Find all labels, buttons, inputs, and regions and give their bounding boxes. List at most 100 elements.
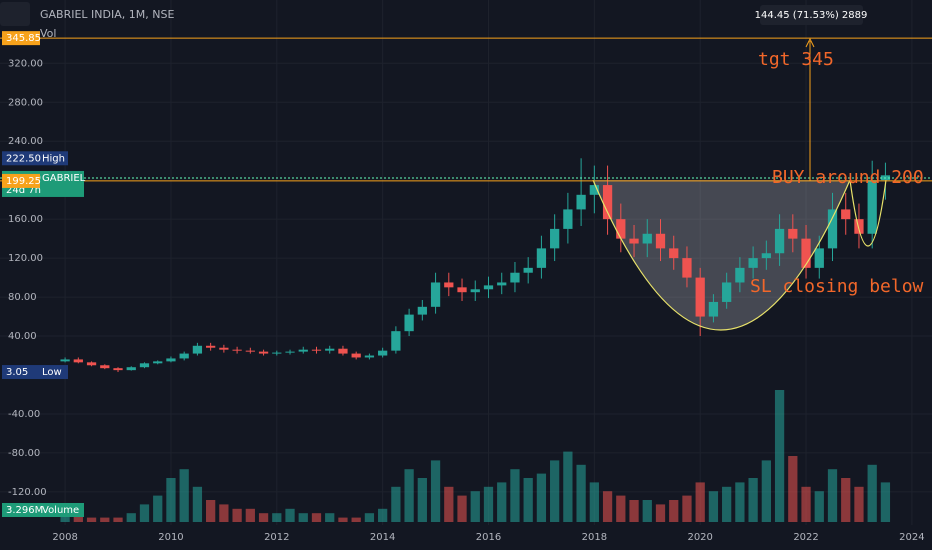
y-tick-label: -120.00 [8,487,47,498]
candle-body [629,238,639,244]
volume-bar [232,508,242,522]
candle-body [206,345,216,348]
volume-bar [841,478,851,522]
candle-body [827,209,838,249]
candle-body [192,345,203,354]
candle-body [497,282,507,286]
candle-body [179,353,189,359]
x-tick-label: 2020 [687,532,712,543]
candle-body [602,185,613,220]
measure-label: 144.45 (71.53%) 2889 [755,10,868,21]
candle-body [86,362,97,366]
price-badge-tag: Volume [42,505,79,516]
volume-bar [258,513,269,522]
candle-body [708,301,719,317]
candle-body [801,238,811,268]
price-badge-value: 222.50 [6,153,41,164]
candle-body [616,219,626,239]
volume-bar [73,513,83,522]
candle-body [576,194,586,210]
candle-body [153,361,163,364]
x-tick-label: 2008 [52,532,77,543]
volume-bar [378,508,388,522]
volume-bar [814,491,824,522]
volume-bar [563,451,573,522]
volume-bar [126,513,136,522]
candle-body [351,353,361,358]
volume-bar [669,500,679,522]
price-badge [2,173,40,188]
x-tick-label: 2010 [158,532,183,543]
price-badge [2,151,68,166]
volume-bar [682,495,692,522]
candle-body [417,306,427,315]
price-badge-sub: 24d 7h [6,185,41,196]
candle-body [761,253,771,259]
volume-bar [139,504,150,522]
candle-body [272,352,282,354]
volume-bar [417,478,427,522]
candles [60,158,891,373]
candle-body [232,349,242,351]
volume-bar [880,482,891,522]
volume-bar [642,500,652,522]
volume-bar [722,486,732,522]
volume-bar [338,517,348,522]
volume-bar [576,464,586,522]
volume-bar [272,513,282,522]
candle-body [735,267,745,283]
volume-bar [510,469,520,522]
candle-body [444,282,454,288]
volume-bar [801,486,811,522]
price-badge-value: 345.85 [6,33,41,44]
candle-body [642,233,652,244]
candle-body [483,285,494,290]
volume-bar [298,513,308,522]
volume-bar [629,500,639,522]
y-tick-label: -80.00 [8,448,40,459]
y-tick-label: 240.00 [8,136,43,147]
candle-body [404,314,414,332]
candle-body [841,209,851,220]
volume-bar [550,460,560,522]
y-tick-label: -40.00 [8,409,40,420]
candle-body [258,351,269,354]
price-lines [0,37,932,182]
price-badge-tag: High [42,153,65,164]
candle-body [814,248,824,268]
volume-bar [483,486,494,522]
candle-body [139,363,150,368]
candle-body [60,359,70,362]
volume-bar [86,517,97,522]
candle-body [391,331,401,351]
candle-body [589,185,599,195]
y-tick-label: 280.00 [8,97,43,108]
candle-body [788,228,798,239]
volume-bar [404,469,414,522]
price-badge-value: 3.05 [6,367,28,378]
y-tick-label: 320.00 [8,58,43,69]
y-tick-label: 80.00 [8,292,37,303]
candle-body [113,368,123,371]
volume-bar [748,478,758,522]
candle-body [682,258,692,278]
candle-body [695,277,705,317]
price-badge [2,31,40,46]
volume-bar [206,500,216,522]
volume-bar [311,513,322,522]
volume-bar [364,513,375,522]
volume-bar [774,390,785,522]
candle-body [100,365,110,369]
volume-pane [60,390,891,522]
volume-bar [602,491,613,522]
x-tick-label: 2014 [370,532,395,543]
volume-bar [100,517,110,522]
candle-body [364,355,375,358]
volume-bar [351,517,361,522]
y-tick-label: 40.00 [8,331,37,342]
volume-bar [616,495,626,522]
volume-bar [325,513,335,522]
candle-body [457,287,467,293]
x-tick-label: 2016 [476,532,501,543]
